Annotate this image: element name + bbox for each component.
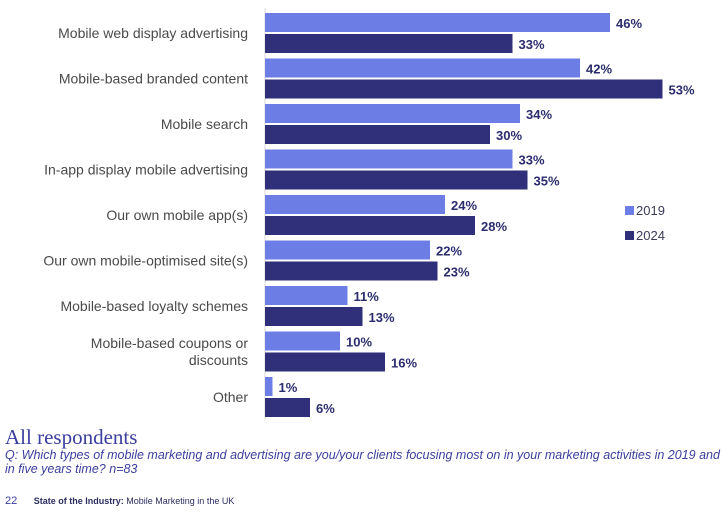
data-label-2024: 13%	[369, 310, 395, 325]
bar-2019	[265, 240, 430, 260]
bar-2019	[265, 377, 273, 396]
data-label-2019: 42%	[586, 62, 612, 77]
bar-2024	[265, 79, 663, 99]
page-number: 22	[5, 495, 18, 507]
category-label: Other	[213, 389, 248, 405]
data-label-2024: 23%	[444, 265, 470, 280]
bar-2019	[265, 58, 580, 78]
subtitle: All respondents	[5, 425, 138, 449]
publication-subtitle: Mobile Marketing in the UK	[123, 496, 235, 506]
data-label-2019: 22%	[436, 244, 462, 259]
data-label-2024: 30%	[496, 128, 522, 143]
page-footer: 22 State of the Industry: Mobile Marketi…	[5, 495, 234, 507]
bar-2019	[265, 13, 610, 32]
category-label: Mobile-based coupons or	[91, 335, 249, 351]
data-label-2019: 11%	[354, 289, 380, 304]
category-label: Our own mobile app(s)	[106, 207, 248, 223]
bar-2019	[265, 104, 520, 123]
publication-title: State of the Industry:	[33, 496, 124, 506]
data-label-2024: 33%	[519, 37, 545, 52]
bar-2024	[265, 216, 475, 235]
data-label-2019: 34%	[526, 107, 552, 122]
bar-chart: Mobile web display advertising 46% 33% Mobi…	[43, 8, 695, 420]
bar-2019	[265, 331, 340, 351]
category-label: Mobile-based loyalty schemes	[60, 298, 248, 314]
category-label: Mobile web display advertising	[58, 25, 248, 41]
data-label-2019: 10%	[346, 335, 372, 350]
bar-2024	[265, 34, 513, 53]
legend-swatch-2019	[625, 206, 634, 215]
bar-2024	[265, 398, 310, 417]
data-label-2024: 53%	[669, 83, 695, 98]
data-label-2019: 33%	[519, 153, 545, 168]
category-label: Our own mobile-optimised site(s)	[43, 253, 248, 269]
bar-2024	[265, 125, 490, 144]
category-label: In-app display mobile advertising	[44, 162, 248, 178]
data-label-2024: 35%	[534, 174, 560, 189]
bar-2019	[265, 149, 513, 169]
data-label-2019: 24%	[451, 198, 477, 213]
category-label: Mobile search	[161, 116, 248, 132]
bar-2024	[265, 307, 363, 326]
bar-2024	[265, 261, 438, 281]
bar-2024	[265, 170, 528, 190]
bar-2019	[265, 286, 348, 305]
data-label-2024: 28%	[481, 219, 507, 234]
legend-swatch-2024	[625, 231, 634, 240]
data-label-2024: 6%	[316, 401, 335, 416]
data-label-2019: 46%	[616, 16, 642, 31]
legend-label-2019: 2019	[636, 203, 665, 218]
data-label-2024: 16%	[391, 356, 417, 371]
bar-2024	[265, 352, 385, 372]
bar-2019	[265, 195, 445, 214]
legend-label-2024: 2024	[636, 228, 665, 243]
survey-question: Q: Which types of mobile marketing and a…	[5, 448, 720, 476]
data-label-2019: 1%	[279, 380, 298, 395]
category-label: discounts	[189, 352, 248, 368]
category-label: Mobile-based branded content	[59, 71, 248, 87]
